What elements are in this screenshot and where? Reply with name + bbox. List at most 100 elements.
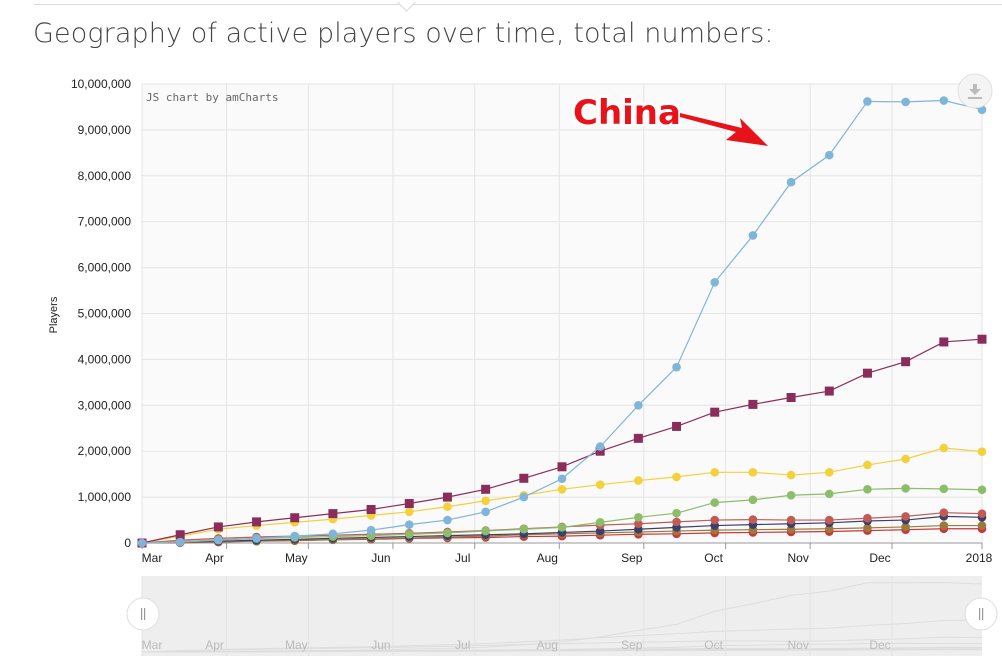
data-point[interactable] (862, 368, 872, 378)
data-point[interactable] (824, 515, 834, 525)
data-point[interactable] (404, 529, 414, 539)
data-point[interactable] (748, 495, 758, 505)
data-point[interactable] (595, 480, 605, 490)
data-point[interactable] (977, 509, 987, 518)
data-point[interactable] (710, 277, 720, 287)
data-point[interactable] (977, 485, 987, 495)
y-tick-label: 8,000,000 (78, 169, 132, 183)
data-point[interactable] (366, 504, 376, 514)
data-point[interactable] (443, 515, 452, 525)
data-point[interactable] (939, 443, 949, 453)
data-point[interactable] (557, 474, 567, 484)
data-point[interactable] (710, 498, 720, 507)
export-button[interactable] (957, 73, 993, 109)
data-point[interactable] (748, 399, 758, 409)
data-point[interactable] (939, 96, 949, 105)
data-point[interactable] (672, 508, 681, 518)
data-point[interactable] (863, 513, 872, 523)
data-point[interactable] (901, 484, 910, 493)
data-point[interactable] (901, 454, 910, 464)
data-point[interactable] (977, 334, 987, 344)
data-point[interactable] (824, 150, 834, 160)
data-point[interactable] (786, 177, 796, 187)
data-point[interactable] (977, 521, 987, 530)
data-point[interactable] (404, 499, 414, 509)
data-point[interactable] (175, 530, 185, 540)
data-point[interactable] (366, 525, 376, 535)
data-point[interactable] (442, 492, 452, 502)
data-point[interactable] (252, 517, 262, 527)
data-point[interactable] (595, 442, 605, 451)
data-point[interactable] (901, 522, 910, 532)
data-point[interactable] (672, 472, 681, 482)
data-point[interactable] (748, 468, 758, 477)
data-point[interactable] (863, 460, 872, 470)
data-point[interactable] (901, 97, 910, 107)
data-point[interactable] (290, 531, 300, 541)
data-point[interactable] (175, 537, 185, 547)
data-point[interactable] (557, 484, 567, 494)
data-point[interactable] (519, 524, 529, 534)
data-point[interactable] (748, 231, 758, 240)
data-point[interactable] (939, 508, 949, 518)
data-point[interactable] (252, 534, 261, 543)
data-point[interactable] (786, 490, 796, 500)
data-point[interactable] (863, 97, 872, 106)
data-point[interactable] (290, 513, 300, 523)
data-point[interactable] (404, 507, 414, 517)
data-point[interactable] (824, 468, 834, 477)
data-point[interactable] (595, 446, 605, 456)
data-point[interactable] (557, 462, 567, 472)
data-point[interactable] (939, 337, 949, 347)
data-point[interactable] (481, 496, 490, 506)
x-tick-label: Dec (869, 551, 890, 565)
data-point[interactable] (481, 507, 490, 517)
data-point[interactable] (213, 522, 223, 532)
data-point[interactable] (901, 357, 911, 367)
data-point[interactable] (786, 515, 796, 525)
data-point[interactable] (786, 470, 796, 480)
data-point[interactable] (328, 529, 338, 539)
data-point[interactable] (214, 535, 223, 545)
data-point[interactable] (977, 447, 987, 456)
scrollbar-right-handle[interactable] (964, 597, 998, 631)
data-point[interactable] (748, 515, 758, 524)
data-point[interactable] (481, 526, 490, 536)
data-point[interactable] (824, 489, 834, 499)
chart-credit[interactable]: JS chart by amCharts (146, 91, 278, 104)
data-point[interactable] (672, 362, 681, 372)
data-point[interactable] (519, 473, 529, 483)
data-point[interactable] (328, 509, 338, 519)
data-point[interactable] (634, 476, 643, 485)
data-point[interactable] (863, 523, 872, 533)
scrollbar-track[interactable] (142, 576, 982, 656)
data-point[interactable] (824, 386, 834, 396)
data-point[interactable] (634, 519, 643, 529)
data-point[interactable] (634, 401, 643, 410)
data-point[interactable] (863, 484, 872, 494)
data-point[interactable] (137, 538, 147, 548)
data-point[interactable] (786, 392, 796, 402)
data-point[interactable] (633, 433, 643, 443)
data-point[interactable] (595, 526, 605, 536)
data-point[interactable] (443, 528, 452, 538)
data-point[interactable] (824, 524, 834, 534)
data-point[interactable] (939, 484, 949, 494)
data-point[interactable] (595, 518, 605, 527)
data-point[interactable] (710, 407, 720, 417)
data-point[interactable] (481, 484, 491, 494)
data-point[interactable] (634, 512, 643, 522)
scrollbar-preview (141, 582, 983, 653)
data-point[interactable] (672, 421, 682, 431)
data-point[interactable] (519, 492, 529, 502)
y-tick-label: 4,000,000 (78, 352, 132, 366)
data-point[interactable] (557, 523, 567, 532)
data-point[interactable] (901, 512, 910, 521)
data-point[interactable] (443, 502, 452, 512)
scrollbar-left-handle[interactable] (126, 597, 160, 631)
data-point[interactable] (710, 468, 720, 477)
data-point[interactable] (939, 521, 949, 530)
data-point[interactable] (672, 517, 681, 527)
data-point[interactable] (710, 515, 720, 525)
data-point[interactable] (404, 520, 414, 529)
